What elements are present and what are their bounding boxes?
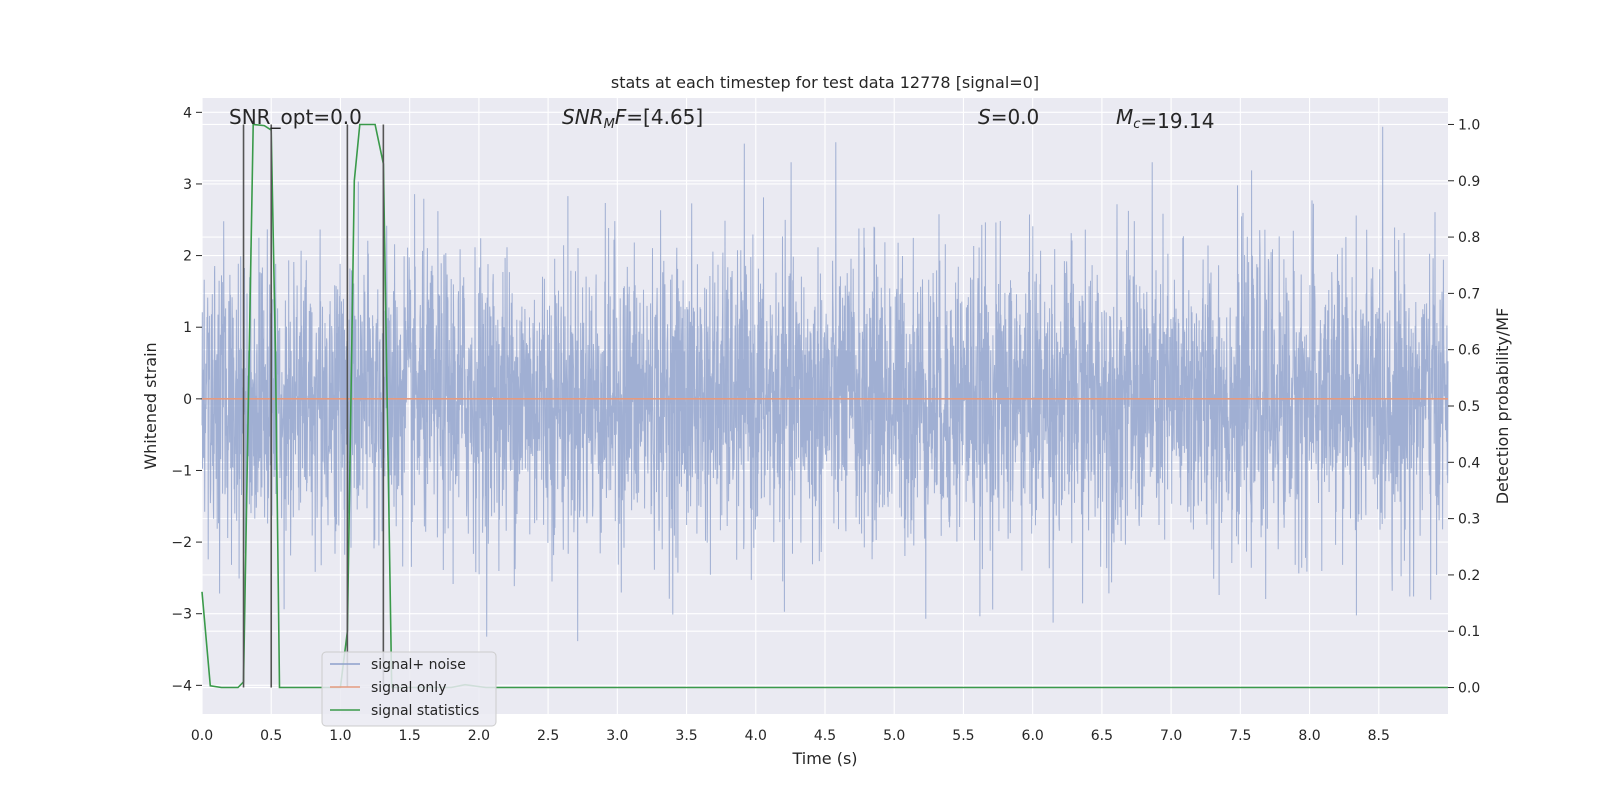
y-right-tick-label: 0.4 bbox=[1458, 455, 1480, 471]
y-tick-label: 0 bbox=[183, 392, 192, 408]
x-tick-label: 6.0 bbox=[1022, 728, 1044, 744]
legend: signal+ noise signal only signal statist… bbox=[321, 651, 497, 727]
x-axis-label: Time (s) bbox=[791, 749, 857, 768]
annotation-part: F bbox=[615, 105, 627, 129]
y-right-tick-label: 0.5 bbox=[1458, 399, 1480, 415]
chart-title: stats at each timestep for test data 127… bbox=[611, 73, 1039, 92]
y-right-tick-label: 0.6 bbox=[1458, 343, 1480, 359]
x-tick-label: 8.5 bbox=[1368, 728, 1390, 744]
y-tick-label: −3 bbox=[171, 607, 192, 623]
y-ticks: 4 3 2 1 0 −1 −2 −3 −4 bbox=[171, 105, 202, 694]
y-right-tick-label: 0.1 bbox=[1458, 624, 1480, 640]
annotation-s: S=0.0 bbox=[978, 105, 1039, 129]
y-right-tick-label: 0.3 bbox=[1458, 512, 1480, 528]
x-ticks: 0.0 0.5 1.0 1.5 2.0 2.5 3.0 3.5 4.0 4.5 5.0 5.5 6.0 6… bbox=[191, 728, 1390, 744]
y-tick-label: −2 bbox=[171, 535, 192, 551]
annotation-part: SNR bbox=[562, 105, 604, 129]
y-tick-label: 3 bbox=[183, 177, 192, 193]
signal-noise-line bbox=[201, 126, 1449, 642]
x-tick-label: 0.0 bbox=[191, 728, 213, 744]
x-tick-label: 0.5 bbox=[260, 728, 282, 744]
y-right-tick-label: 0.7 bbox=[1458, 286, 1480, 302]
x-tick-label: 8.0 bbox=[1298, 728, 1320, 744]
annotation-part: M bbox=[1116, 105, 1133, 129]
x-tick-label: 3.0 bbox=[606, 728, 628, 744]
y-tick-label: −4 bbox=[171, 678, 192, 694]
annotation-part: S bbox=[978, 105, 991, 129]
series-signal-noise bbox=[201, 126, 1449, 642]
x-tick-label: 5.5 bbox=[952, 728, 974, 744]
annotation-part: =0.0 bbox=[991, 105, 1040, 129]
y-right-tick-label: 0.8 bbox=[1458, 230, 1480, 246]
annotation-part: =[4.65] bbox=[626, 105, 703, 129]
y-right-tick-label: 0.0 bbox=[1458, 681, 1480, 697]
y-right-tick-label: 0.2 bbox=[1458, 568, 1480, 584]
legend-box bbox=[321, 651, 497, 727]
y-ticks-right: 1.0 0.9 0.8 0.7 0.6 0.5 0.4 0.3 0.2 0.1 0.0 bbox=[1448, 117, 1480, 697]
annotation-snr-mf: SNRMF=[4.65] bbox=[562, 105, 703, 132]
annotation-subscript: c bbox=[1133, 117, 1140, 132]
x-tick-label: 4.0 bbox=[745, 728, 767, 744]
legend-label-signal-statistics: signal statistics bbox=[371, 703, 479, 719]
x-tick-label: 1.5 bbox=[399, 728, 421, 744]
x-tick-label: 4.5 bbox=[814, 728, 836, 744]
y-tick-label: 1 bbox=[183, 320, 192, 336]
y-right-tick-label: 0.9 bbox=[1458, 174, 1480, 190]
x-tick-label: 1.0 bbox=[329, 728, 351, 744]
x-tick-label: 3.5 bbox=[675, 728, 697, 744]
annotation-mc: Mc=19.14 bbox=[1116, 105, 1214, 133]
y-axis-label-right: Detection probability/MF bbox=[1493, 308, 1512, 505]
x-tick-label: 7.0 bbox=[1160, 728, 1182, 744]
x-tick-label: 6.5 bbox=[1091, 728, 1113, 744]
x-tick-label: 2.5 bbox=[537, 728, 559, 744]
x-tick-label: 5.0 bbox=[883, 728, 905, 744]
annotation-subscript: M bbox=[604, 117, 615, 132]
legend-label-signal-only: signal only bbox=[371, 680, 446, 696]
annotation-part: =19.14 bbox=[1140, 109, 1214, 133]
x-tick-label: 2.0 bbox=[468, 728, 490, 744]
y-tick-label: 4 bbox=[183, 105, 192, 121]
y-right-tick-label: 1.0 bbox=[1458, 117, 1480, 133]
annotation-snr-opt: SNR_opt=0.0 bbox=[229, 105, 362, 129]
y-axis-label: Whitened strain bbox=[141, 342, 160, 469]
x-tick-label: 7.5 bbox=[1229, 728, 1251, 744]
y-tick-label: 2 bbox=[183, 249, 192, 265]
y-tick-label: −1 bbox=[171, 463, 192, 479]
legend-label-signal-noise: signal+ noise bbox=[371, 657, 466, 673]
